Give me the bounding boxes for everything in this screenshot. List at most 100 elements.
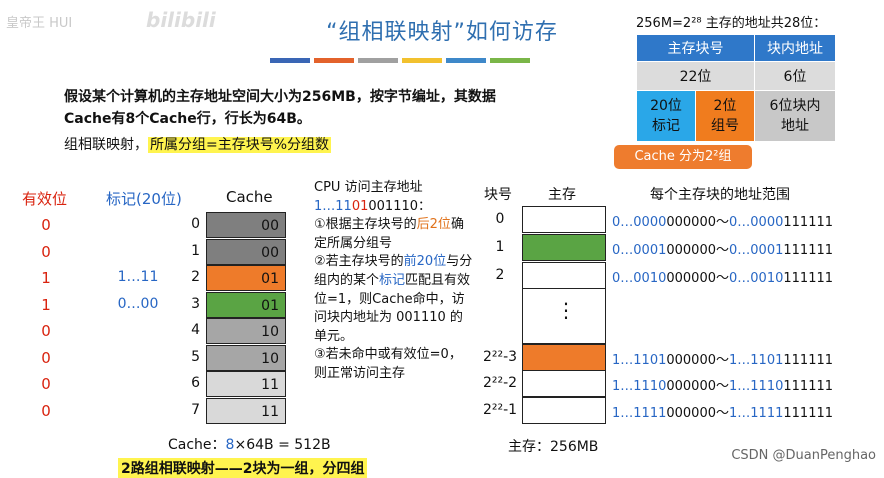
- step2-e: 匹配且有效位=1，则Cache命中，访问块内地址为 001110 的单元。: [314, 272, 471, 344]
- range-tilde: ～: [716, 215, 730, 230]
- bits-block-number: 22位: [636, 61, 755, 91]
- range-r2: 000000: [666, 271, 716, 286]
- tag-value: 0…00: [117, 296, 159, 312]
- title-stripe-5: [446, 58, 486, 63]
- range-r4: 111111: [783, 271, 834, 286]
- cache-line-index: 3: [191, 296, 200, 312]
- cache-line: 00: [206, 212, 286, 238]
- range-r4: 111111: [783, 353, 834, 368]
- range-r4: 111111: [783, 215, 834, 230]
- cache-header: Cache: [226, 188, 273, 206]
- range-r2: 000000: [666, 215, 716, 230]
- offset-bits-cell: 6位块内 地址: [754, 90, 836, 142]
- title-stripe-2: [314, 58, 354, 63]
- address-range: 1…1111000000～1…1111111111: [612, 402, 833, 421]
- memory-header: 主存: [548, 187, 576, 203]
- memory-block: [522, 206, 606, 233]
- range-r3: 0…0010: [729, 271, 784, 286]
- valid-bit: 0: [41, 243, 51, 261]
- cache-line: 11: [206, 398, 286, 424]
- memory-block: [522, 370, 606, 397]
- block-number: 2²²-3: [482, 349, 518, 365]
- watermark-channel: 皇帝王 HUI: [6, 16, 73, 31]
- valid-bit: 1: [41, 269, 51, 287]
- address-range-header: 每个主存块的地址范围: [650, 187, 790, 203]
- cache-line-index: 1: [191, 243, 200, 259]
- block-number: 0: [495, 211, 505, 227]
- cache-line: 01: [206, 292, 286, 318]
- cache-line: 00: [206, 239, 286, 265]
- range-r1: 0…0010: [612, 271, 667, 286]
- title-stripe-3: [358, 58, 398, 63]
- memory-gap: [522, 288, 606, 344]
- block-number: 2²²-1: [482, 402, 518, 418]
- valid-bit: 0: [41, 375, 51, 393]
- col-block-offset: 块内地址: [754, 34, 836, 62]
- slide-title: “组相联映射”如何访存: [326, 20, 558, 45]
- range-r1: 1…1110: [612, 379, 667, 394]
- cpu-step-3: ③若未命中或有效位=0，则正常访问主存: [314, 347, 462, 381]
- address-range: 0…0010000000～0…0010111111: [612, 267, 833, 286]
- cpu-access-steps: CPU 访问主存地址 1…1101001110： ①根据主存块号的后2位确定所属…: [314, 179, 474, 384]
- cache-line-index: 6: [191, 375, 200, 391]
- group-count-callout: Cache 分为2²组: [614, 145, 752, 169]
- cache-line-index: 5: [191, 349, 200, 365]
- address-range: 0…0001000000～0…0001111111: [612, 239, 833, 258]
- tag-value: 1…11: [117, 269, 159, 285]
- mapping-rule: 组相联映射， 所属分组=主存块号%分组数: [64, 134, 332, 154]
- cpu-address-colon: ：: [418, 198, 432, 214]
- cpu-address: 1…1101001110：: [314, 198, 474, 217]
- valid-bit-header: 有效位: [22, 190, 68, 208]
- cache-line-index: 7: [191, 402, 200, 418]
- cache-line-index: 0: [191, 216, 200, 232]
- mapping-rule-highlight: 所属分组=主存块号%分组数: [148, 137, 332, 153]
- cache-line-index: 4: [191, 322, 200, 338]
- valid-bit: 0: [41, 216, 51, 234]
- range-tilde: ～: [716, 243, 730, 258]
- cpu-address-tag: 1…11: [314, 198, 352, 214]
- cpu-step-2: ②若主存块号的前20位与分组内的某个标记匹配且有效位=1，则Cache命中，访问…: [314, 253, 474, 346]
- block-number: 2²²-2: [482, 375, 518, 391]
- range-r3: 0…0000: [729, 215, 784, 230]
- title-stripe-4: [402, 58, 442, 63]
- valid-bit: 0: [41, 402, 51, 420]
- address-range: 0…0000000000～0…0000111111: [612, 211, 833, 230]
- range-r3: 1…1101: [729, 353, 784, 368]
- cache-size-prefix: Cache：: [168, 437, 226, 453]
- range-r1: 1…1101: [612, 353, 667, 368]
- range-r2: 000000: [666, 379, 716, 394]
- range-r1: 0…0000: [612, 215, 667, 230]
- range-r2: 000000: [666, 243, 716, 258]
- range-r2: 000000: [666, 353, 716, 368]
- range-r3: 0…0001: [729, 243, 784, 258]
- cache-size-rest: ×64B = 512B: [234, 437, 331, 453]
- range-r1: 0…0001: [612, 243, 667, 258]
- cache-line: 10: [206, 318, 286, 344]
- mapping-footer: 2路组相联映射——2块为一组，分四组: [118, 458, 368, 478]
- range-tilde: ～: [716, 379, 730, 394]
- range-r1: 1…1111: [612, 406, 667, 421]
- memory-ellipsis: ⋮: [556, 298, 576, 322]
- range-r3: 1…1111: [729, 406, 784, 421]
- range-r2: 000000: [666, 406, 716, 421]
- range-tilde: ～: [716, 406, 730, 421]
- step2-a: ②若主存块号的: [314, 254, 404, 270]
- step2-c: 与分组内的某个: [314, 254, 473, 288]
- cpu-address-offset: 001110: [368, 198, 419, 214]
- range-r4: 111111: [783, 243, 834, 258]
- address-header: 256M=2²⁸ 主存的地址共28位：: [636, 16, 827, 31]
- memory-block: [522, 344, 606, 371]
- cpu-step-1: ①根据主存块号的后2位确定所属分组号: [314, 216, 474, 253]
- tag-header: 标记(20位): [106, 190, 182, 208]
- group-bits-cell: 2位 组号: [695, 90, 755, 142]
- block-number: 1: [495, 239, 505, 255]
- title-stripe-6: [490, 58, 530, 63]
- step2-d: 标记: [379, 272, 406, 288]
- cache-size-lines: 8: [225, 437, 235, 453]
- mapping-rule-prefix: 组相联映射，: [64, 137, 148, 153]
- range-tilde: ～: [716, 353, 730, 368]
- range-r4: 111111: [783, 406, 834, 421]
- cache-line: 11: [206, 371, 286, 397]
- step1-a: ①根据主存块号的: [314, 217, 417, 233]
- cache-line: 10: [206, 345, 286, 371]
